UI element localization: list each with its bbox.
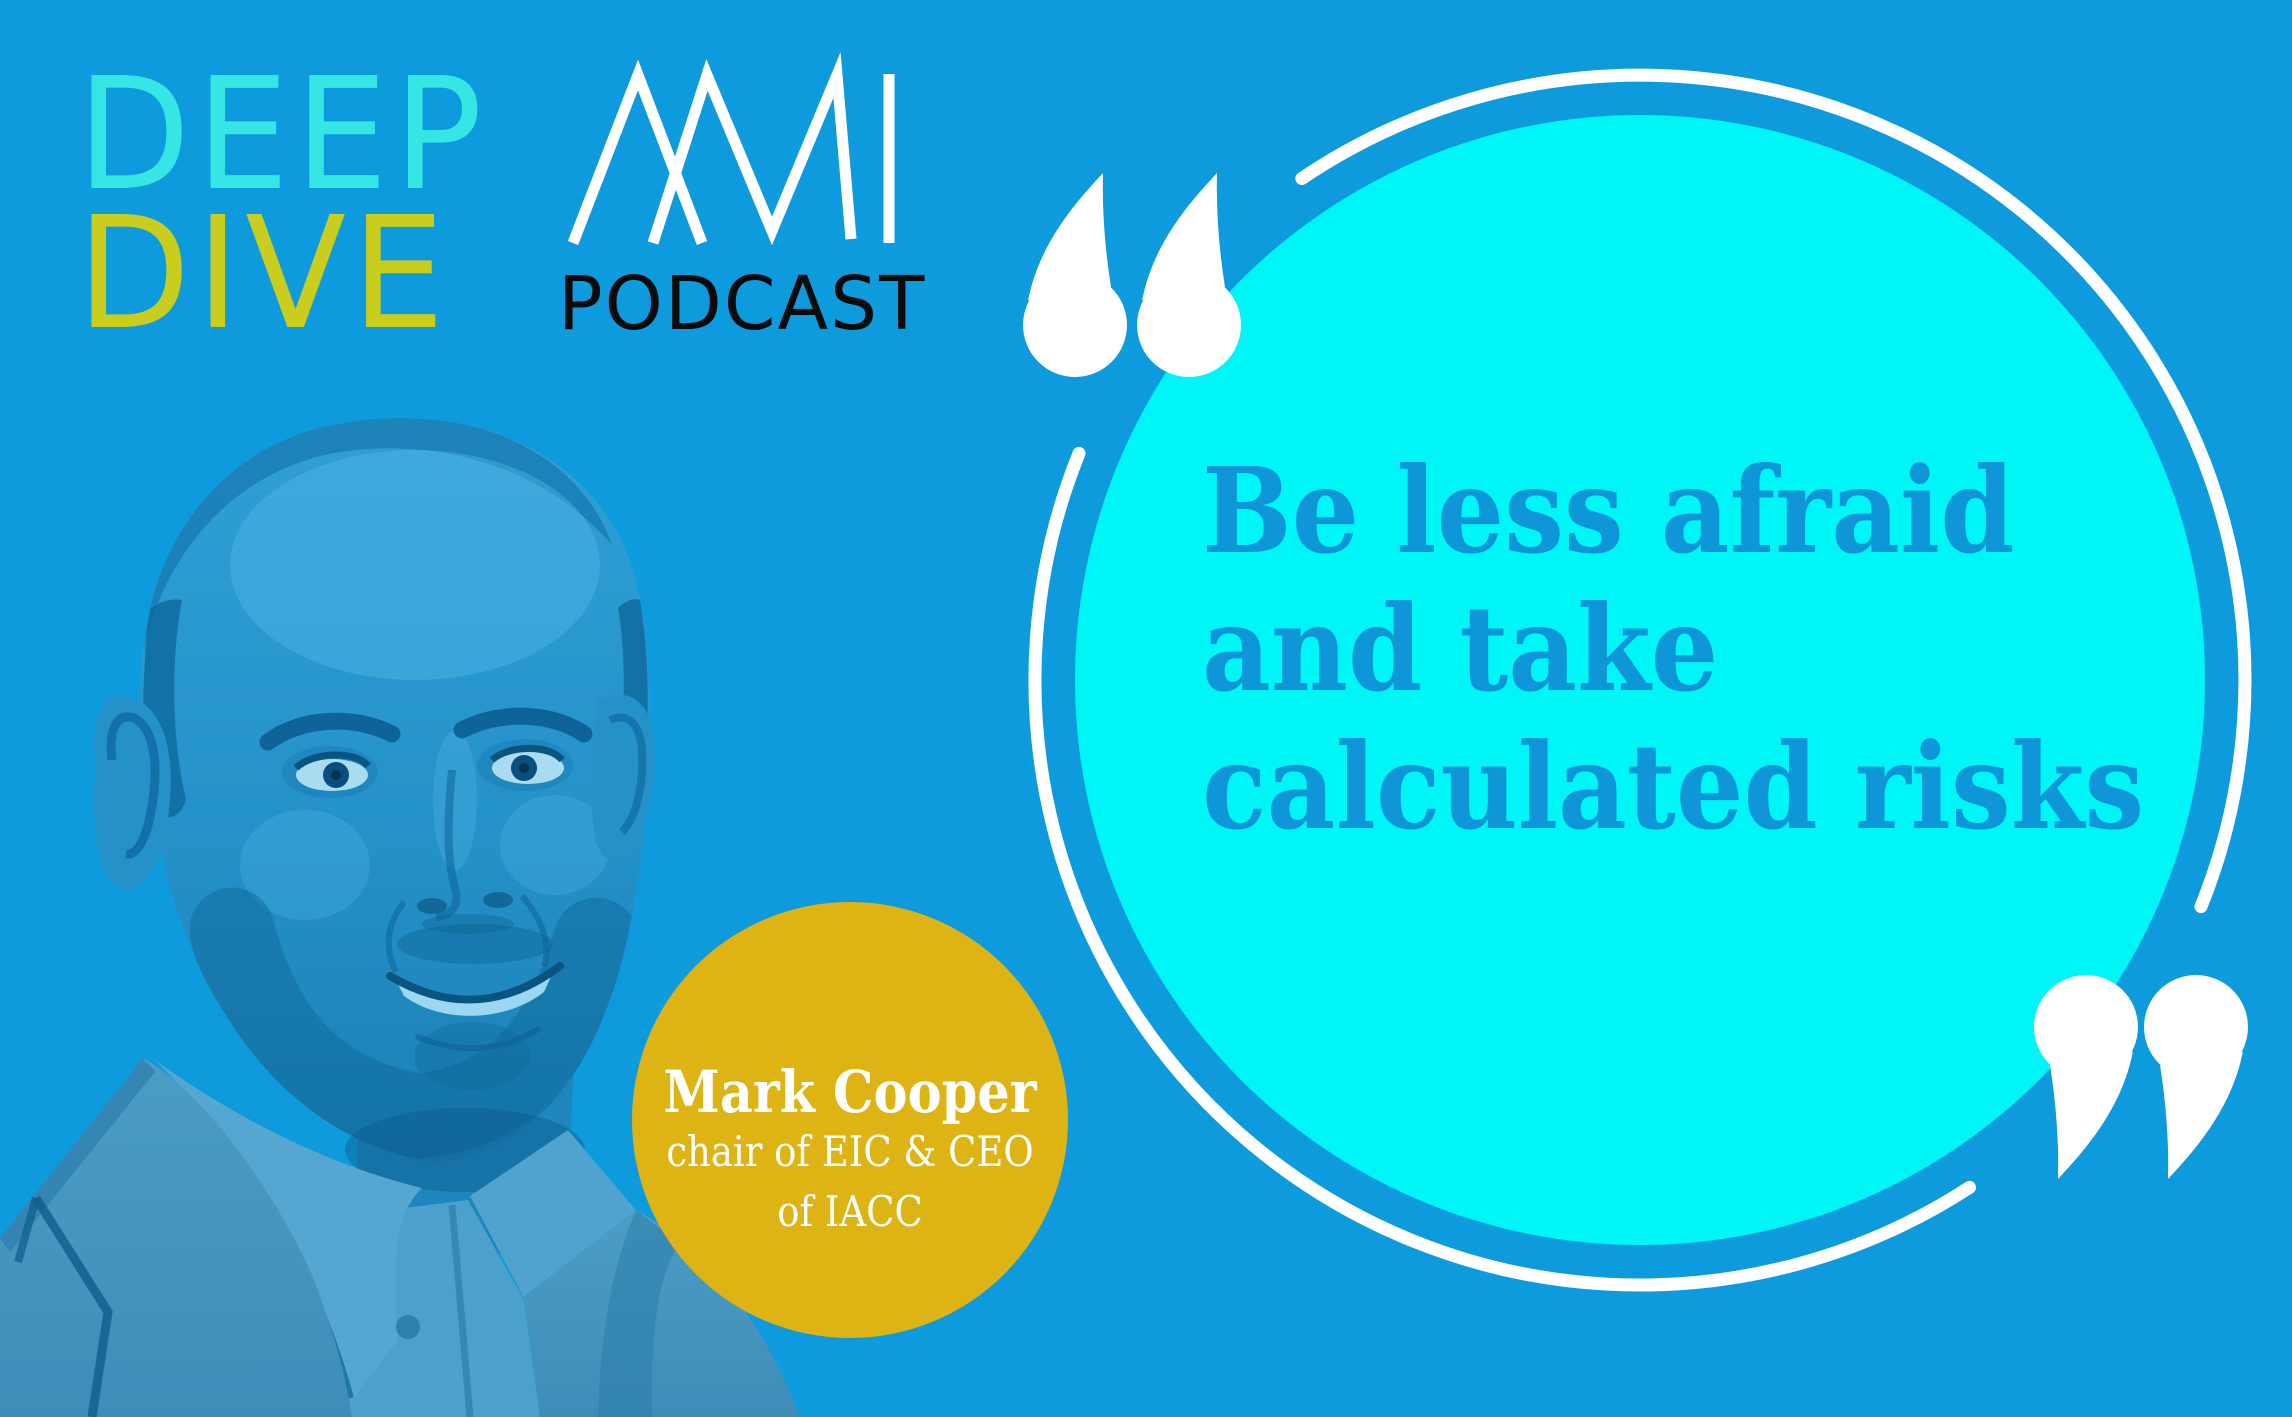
portrait-blazer (0, 1058, 800, 1417)
quote-line: Be less afraid (1202, 441, 2015, 580)
quote-text: Be less afraid and take calculated risks (1202, 442, 2144, 856)
quote-bubble-circle (1075, 115, 2205, 1245)
speaker-name: Mark Cooper (663, 1058, 1037, 1126)
deep-dive-logo-line2: DIVE (77, 183, 451, 364)
portrait-beard (189, 887, 639, 1159)
ami-letter-a (567, 59, 708, 245)
quote-ring-arc-top (1295, 68, 2252, 914)
speaker-role-line2: of IACC (777, 1187, 923, 1236)
speaker-info: Mark Cooper chair of EIC & CEO of IACC (656, 1062, 1043, 1242)
ami-letter-m (647, 52, 857, 246)
portrait-forehead-highlight (230, 450, 600, 680)
portrait-left-eye (293, 751, 371, 791)
speaker-role-line1: chair of EIC & CEO (666, 1127, 1034, 1176)
portrait-mustache (397, 924, 553, 964)
portrait-smile (386, 962, 564, 1052)
ami-logo-mark (567, 52, 895, 246)
portrait-hair-crown (144, 418, 612, 650)
quote-line: calculated risks (1202, 717, 2145, 856)
shirt-button (396, 1315, 420, 1339)
portrait-right-eye (489, 744, 565, 784)
deep-dive-logo-line1: DEEP (77, 44, 489, 225)
portrait-left-eyebrow (259, 712, 401, 751)
shirt-collar-right (470, 1130, 636, 1298)
speaker-portrait (0, 418, 800, 1417)
podcast-label: PODCAST (558, 261, 927, 347)
quote-ring-arc-bottom (1028, 446, 1976, 1292)
quote-line: and take (1202, 579, 1719, 718)
speaker-badge-circle (632, 902, 1068, 1338)
portrait-right-eyebrow (453, 707, 593, 743)
portrait-nose (435, 769, 461, 921)
